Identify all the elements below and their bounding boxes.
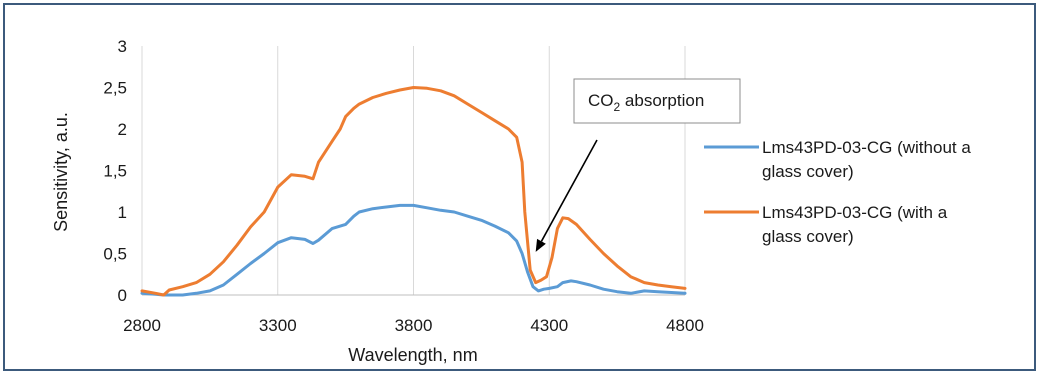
y-tick-label: 3 bbox=[118, 37, 127, 56]
series-line-1 bbox=[140, 203, 687, 297]
legend-label-2: glass cover) bbox=[762, 227, 854, 246]
legend-label-2: Lms43PD-03-CG (with a bbox=[762, 203, 948, 222]
x-tick-label: 2800 bbox=[123, 316, 161, 335]
legend: Lms43PD-03-CG (without a glass cover) Lms4… bbox=[704, 138, 971, 246]
chart-frame bbox=[3, 3, 1036, 371]
x-tick-label: 4300 bbox=[530, 316, 568, 335]
y-tick-label: 2,5 bbox=[103, 79, 127, 98]
co2-annotation: CO2 absorption bbox=[535, 78, 741, 252]
legend-label-1: Lms43PD-03-CG (without a bbox=[762, 138, 971, 157]
y-tick-label: 2 bbox=[118, 120, 127, 139]
y-tick-label: 1,5 bbox=[103, 162, 127, 181]
x-tick-label: 3300 bbox=[259, 316, 297, 335]
tick-layer: 2800 3300 3800 4300 4800 0 0,5 1 1,5 2 2,5 3 bbox=[103, 37, 704, 335]
annotation-arrowhead bbox=[535, 238, 546, 252]
legend-label-1: glass cover) bbox=[762, 162, 854, 181]
y-axis-title: Sensitivity, a.u. bbox=[51, 112, 71, 232]
y-tick-label: 0,5 bbox=[103, 245, 127, 264]
y-tick-label: 1 bbox=[118, 203, 127, 222]
annotation-arrow bbox=[540, 139, 598, 242]
x-axis-title: Wavelength, nm bbox=[348, 345, 477, 365]
x-tick-label: 4800 bbox=[666, 316, 704, 335]
annotation-box bbox=[573, 78, 741, 124]
y-tick-label: 0 bbox=[118, 286, 127, 305]
x-tick-label: 3800 bbox=[395, 316, 433, 335]
series-line-2 bbox=[140, 86, 687, 297]
series-layer bbox=[140, 86, 687, 297]
annotation-text: CO2 absorption bbox=[588, 91, 704, 114]
